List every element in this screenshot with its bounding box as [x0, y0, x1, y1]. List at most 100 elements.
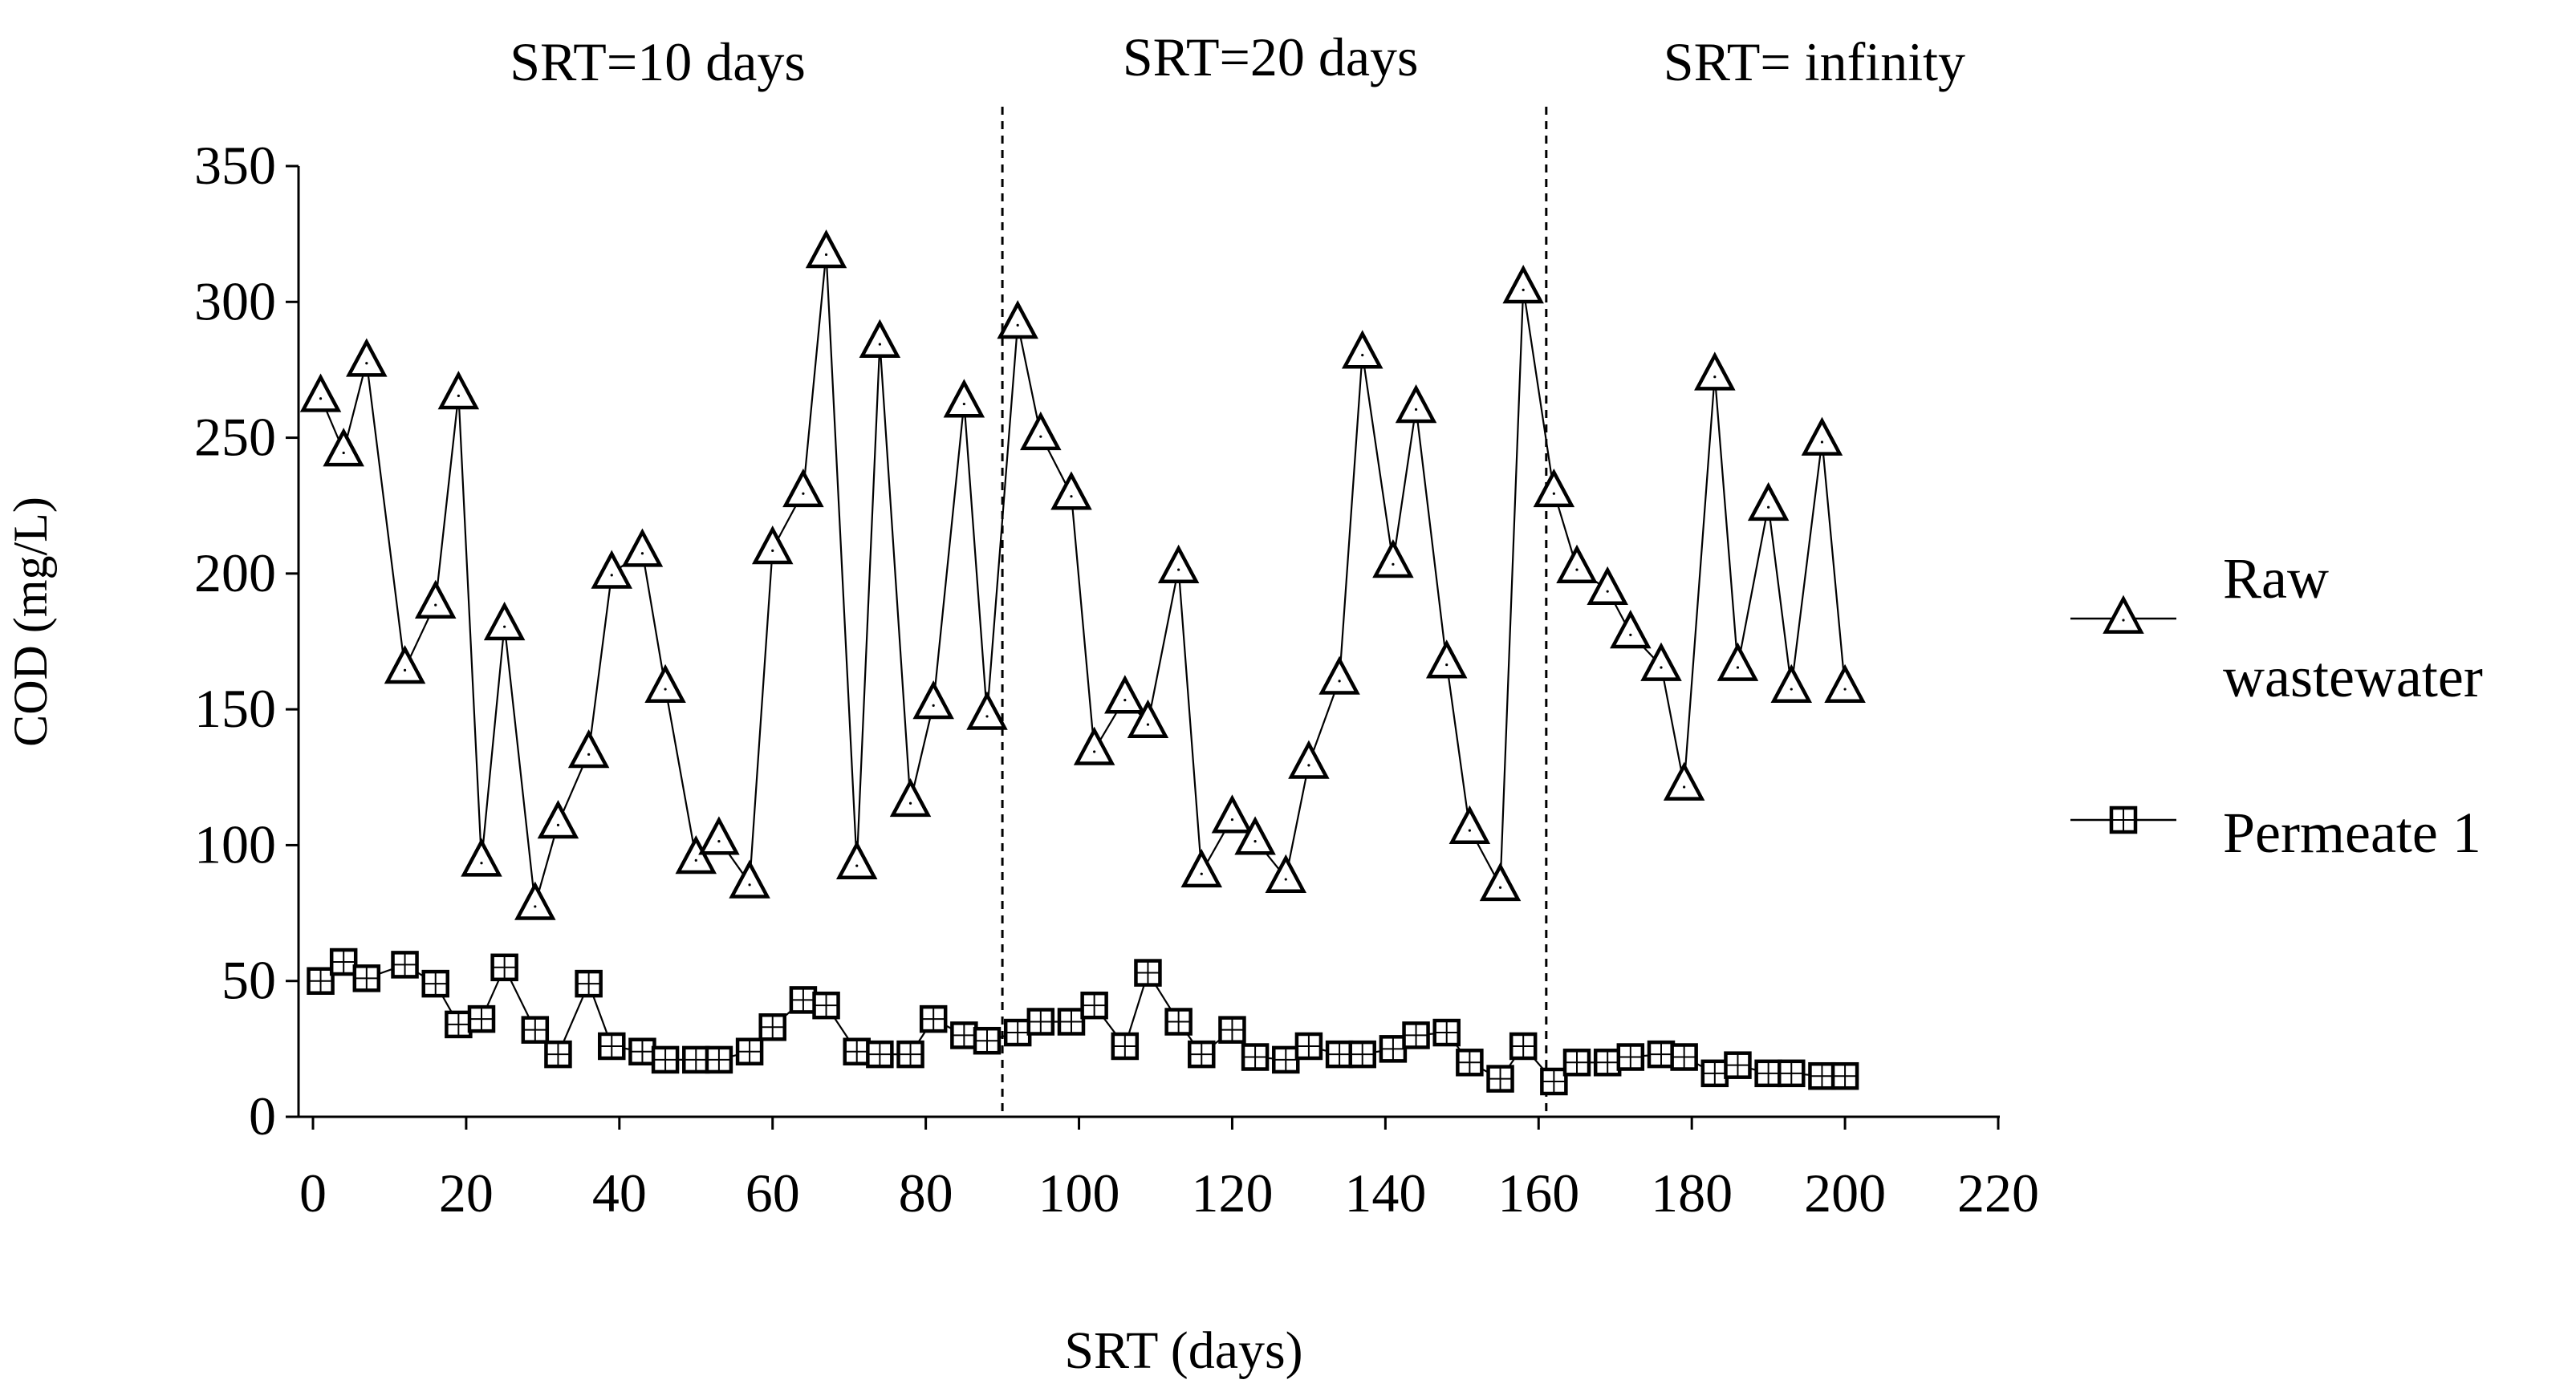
legend-label: Raw [2223, 546, 2329, 611]
triangle-marker [1448, 805, 1491, 844]
triangle-marker [1694, 351, 1736, 391]
x-tick-label: 0 [299, 1163, 327, 1223]
triangle-marker-dot [434, 603, 437, 607]
triangle-marker-dot [985, 715, 989, 718]
series-permeate-1 [307, 948, 1859, 1096]
y-tick-label: 150 [194, 678, 276, 739]
x-tick-label: 20 [439, 1163, 494, 1223]
y-tick-label: 50 [221, 950, 276, 1011]
triangle-marker-dot [1468, 829, 1471, 832]
triangle-marker [1801, 416, 1843, 456]
triangle-marker [675, 835, 717, 874]
triangle-marker-dot [1070, 495, 1073, 498]
triangle-marker-dot [480, 862, 483, 865]
x-axis-label: SRT (days) [1064, 1321, 1302, 1380]
triangle-marker [1073, 726, 1115, 765]
triangle-marker-dot [717, 840, 721, 843]
triangle-marker [1127, 699, 1169, 738]
triangle-marker [346, 338, 388, 377]
triangle-marker-dot [1123, 699, 1127, 702]
triangle-marker [698, 816, 740, 855]
y-tick-label: 350 [194, 135, 276, 196]
triangle-marker [567, 728, 610, 769]
triangle-marker [1747, 481, 1790, 521]
triangle-marker [782, 468, 824, 508]
triangle-marker [966, 691, 1008, 730]
triangle-marker-dot [1843, 688, 1847, 691]
triangle-marker [1211, 794, 1253, 834]
triangle-marker [1556, 544, 1598, 583]
x-tick-label: 80 [899, 1163, 953, 1223]
y-tick-label: 250 [194, 407, 276, 468]
triangle-marker-dot [1392, 562, 1395, 566]
triangle-marker [1395, 384, 1437, 424]
triangle-marker [591, 550, 633, 589]
triangle-marker [483, 601, 526, 641]
triangle-marker-dot [1575, 568, 1579, 571]
y-tick-label: 0 [249, 1086, 276, 1146]
triangle-marker-dot [1767, 505, 1770, 509]
triangle-marker-dot [908, 801, 912, 805]
triangle-marker [1663, 761, 1705, 801]
triangle-marker [1587, 566, 1628, 606]
triangle-marker-dot [457, 394, 460, 397]
triangle-marker [1050, 471, 1092, 510]
triangle-marker [1104, 675, 1146, 714]
period-label: SRT= infinity [1664, 31, 1965, 92]
legend-label: Permeate 1 [2223, 801, 2481, 865]
triangle-marker-dot [2122, 619, 2125, 622]
x-tick-label: 200 [1804, 1163, 1886, 1223]
triangle-marker [414, 579, 457, 619]
triangle-marker-dot [932, 704, 935, 707]
triangle-marker [1640, 642, 1682, 681]
x-tick-label: 180 [1651, 1163, 1733, 1223]
triangle-marker [1533, 468, 1575, 508]
triangle-marker-dot [802, 492, 805, 495]
triangle-marker [1157, 544, 1200, 583]
triangle-marker-dot [1552, 492, 1555, 495]
period-label: SRT=20 days [1123, 26, 1419, 87]
triangle-marker-dot [1606, 590, 1609, 593]
data-series [299, 229, 1866, 1096]
x-tick-label: 140 [1344, 1163, 1426, 1223]
x-tick-label: 60 [746, 1163, 800, 1223]
triangle-marker [1020, 411, 1062, 451]
triangle-marker [537, 800, 579, 839]
triangle-marker-dot [1177, 568, 1180, 571]
triangle-marker-dot [1790, 688, 1793, 691]
triangle-marker [384, 645, 426, 684]
triangle-marker-dot [1361, 354, 1364, 357]
triangle-marker-dot [1522, 288, 1525, 291]
triangle-marker [835, 840, 878, 880]
triangle-marker-dot [748, 883, 751, 887]
x-tick-label: 160 [1497, 1163, 1579, 1223]
triangle-marker [1341, 330, 1383, 369]
triangle-marker-dot [1230, 818, 1234, 822]
triangle-marker [461, 838, 502, 877]
triangle-marker [729, 859, 770, 899]
triangle-marker-dot [587, 753, 591, 756]
triangle-marker [1717, 642, 1759, 681]
legend-item: Permeate 1 [2070, 801, 2481, 865]
triangle-marker [997, 300, 1038, 339]
triangle-marker-dot [1660, 666, 1663, 669]
triangle-marker-dot [664, 688, 667, 691]
triangle-marker [1180, 848, 1223, 888]
triangle-marker [2103, 594, 2144, 634]
y-axis-label: COD (mg/L) [4, 497, 57, 747]
triangle-marker [644, 663, 686, 703]
legend-label: wastewater [2223, 645, 2483, 709]
triangle-marker-dot [1736, 666, 1740, 669]
triangle-marker-dot [534, 905, 537, 908]
legend-item: Raw wastewater [2070, 546, 2483, 709]
x-tick-label: 40 [592, 1163, 647, 1223]
triangle-marker-dot [1338, 680, 1341, 683]
triangle-marker-dot [1820, 440, 1824, 444]
triangle-marker [889, 777, 932, 818]
triangle-marker [1502, 265, 1544, 304]
triangle-marker-dot [771, 549, 774, 552]
triangle-marker [323, 428, 364, 467]
triangle-marker-dot [694, 858, 697, 862]
